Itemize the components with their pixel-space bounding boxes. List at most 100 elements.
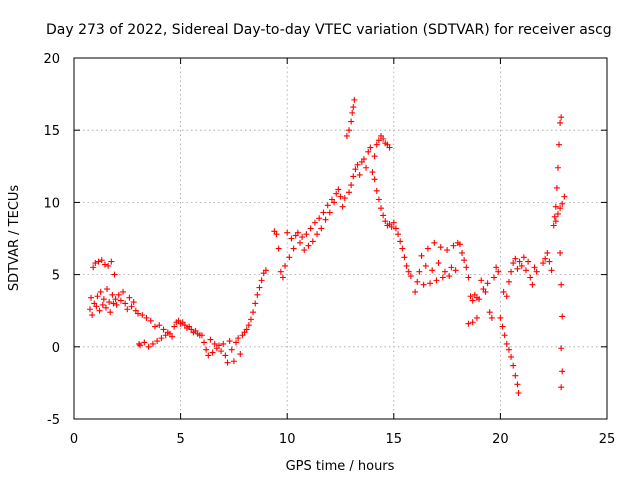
data-point: [256, 284, 263, 291]
data-point: [106, 299, 113, 306]
data-point: [463, 264, 470, 271]
data-point: [326, 209, 333, 216]
data-point: [349, 109, 356, 116]
data-point: [365, 148, 372, 155]
data-point: [497, 314, 504, 321]
data-point: [303, 231, 310, 238]
data-point: [147, 317, 154, 324]
data-point: [136, 340, 143, 347]
data-point: [554, 164, 561, 171]
data-point: [435, 260, 442, 267]
data-point: [215, 342, 222, 349]
data-point: [556, 141, 563, 148]
data-point: [495, 268, 502, 275]
data-point: [284, 229, 291, 236]
data-point: [452, 267, 459, 274]
data-point: [499, 323, 506, 330]
grid: [74, 58, 607, 419]
data-point: [542, 255, 549, 262]
data-point: [476, 296, 483, 303]
data-point: [559, 200, 566, 207]
data-point: [373, 141, 380, 148]
data-point: [508, 268, 515, 275]
data-point: [371, 153, 378, 160]
data-point: [247, 316, 254, 323]
data-point: [488, 314, 495, 321]
data-point: [130, 299, 137, 306]
data-point: [431, 239, 438, 246]
data-point: [401, 254, 408, 261]
data-point: [286, 254, 293, 261]
x-tick-label: 0: [70, 432, 78, 447]
data-point: [418, 252, 425, 259]
data-point: [209, 349, 216, 356]
data-point: [96, 307, 103, 314]
data-point: [109, 291, 116, 298]
data-point: [333, 190, 340, 197]
y-axis-label: SDTVAR / TECUs: [7, 185, 22, 292]
data-point: [282, 262, 289, 269]
data-point: [363, 164, 370, 171]
data-point: [552, 218, 559, 225]
data-point: [318, 225, 325, 232]
data-point: [120, 288, 127, 295]
data-point: [224, 359, 231, 366]
data-point: [559, 313, 566, 320]
data-point: [88, 294, 95, 301]
data-point: [503, 293, 510, 300]
data-point: [375, 196, 382, 203]
data-point: [305, 242, 312, 249]
data-point: [516, 258, 523, 265]
data-point: [478, 277, 485, 284]
data-point: [299, 234, 306, 241]
data-point: [399, 245, 406, 252]
data-point: [448, 264, 455, 271]
data-point: [95, 258, 102, 265]
data-point: [559, 368, 566, 375]
data-point: [525, 258, 532, 265]
data-point: [122, 300, 129, 307]
x-tick-label: 10: [279, 432, 296, 447]
data-point: [237, 351, 244, 358]
data-point: [395, 231, 402, 238]
data-point: [101, 261, 108, 268]
data-point: [100, 296, 107, 303]
data-point: [279, 274, 286, 281]
data-point: [469, 297, 476, 304]
data-point: [311, 219, 318, 226]
data-point: [275, 245, 282, 252]
data-point: [301, 247, 308, 254]
data-point: [512, 372, 519, 379]
data-point: [427, 280, 434, 287]
data-point: [104, 286, 111, 293]
data-point: [392, 225, 399, 232]
data-point: [149, 340, 156, 347]
data-point: [86, 306, 93, 313]
data-point: [115, 291, 122, 298]
y-tick-label: -5: [47, 413, 60, 428]
data-point: [324, 202, 331, 209]
data-point: [367, 144, 374, 151]
data-point: [254, 291, 261, 298]
data-point: [514, 265, 521, 272]
data-point: [390, 219, 397, 226]
data-point: [529, 281, 536, 288]
data-point: [339, 203, 346, 210]
data-point: [467, 293, 474, 300]
data-point: [294, 229, 301, 236]
data-point: [99, 301, 106, 308]
data-point: [491, 274, 498, 281]
data-point: [97, 288, 104, 295]
data-point: [348, 182, 355, 189]
data-point: [316, 215, 323, 222]
data-point: [465, 274, 472, 281]
data-point: [558, 384, 565, 391]
data-point: [461, 257, 468, 264]
data-point: [134, 310, 141, 317]
data-point: [505, 346, 512, 353]
data-point: [422, 262, 429, 269]
data-point: [252, 300, 259, 307]
data-point: [171, 323, 178, 330]
data-point: [290, 245, 297, 252]
